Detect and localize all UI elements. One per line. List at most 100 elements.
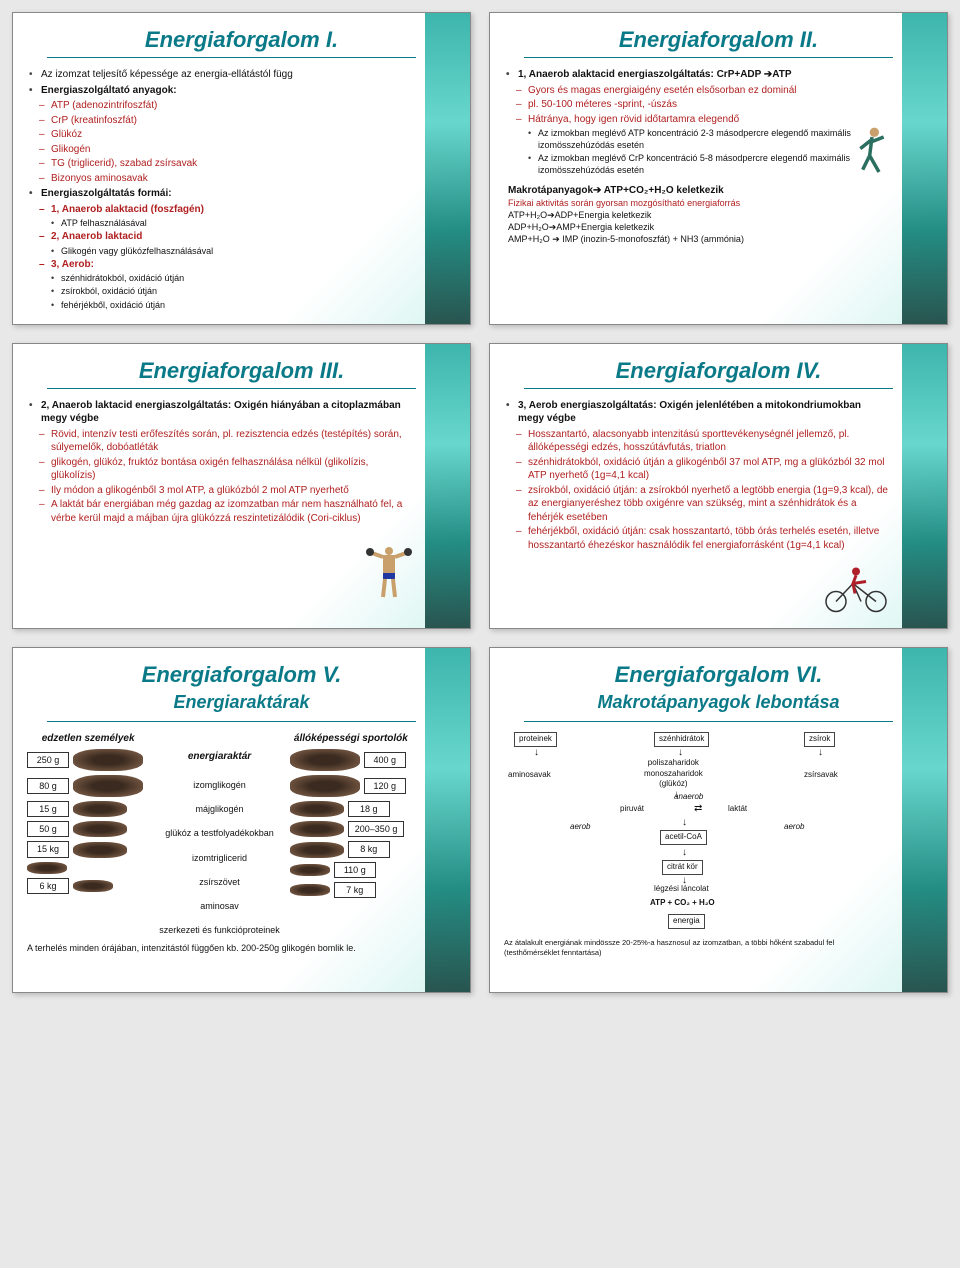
value-box: 6 kg [27,878,69,894]
value-box: 400 g [364,752,406,768]
store-row-right: 110 g [290,862,412,878]
slide-1-content: Az izomzat teljesítő képessége az energi… [27,68,456,311]
s1-p2: Energiaszolgáltató anyagok: [27,84,412,98]
store-row-right: 120 g [290,775,412,797]
n-szenhidratok: szénhidrátok [654,732,709,747]
s3-h: 2, Anaerob laktacid energiaszolgáltatás:… [27,399,412,426]
store-row-right: 200–350 g [290,821,412,837]
s1-f3a: szénhidrátokból, oxidáció útján [27,272,412,284]
value-box: 7 kg [334,882,376,898]
s4-l4: fehérjékből, oxidáció útján: csak hossza… [504,525,889,552]
store-label: májglikogén [195,803,243,815]
n-proteinek: proteinek [514,732,557,747]
blob-icon [27,862,67,874]
value-box: 50 g [27,821,69,837]
store-row-right: 400 g [290,749,412,771]
blob-icon [290,884,330,896]
slide-6: Energiaforgalom VI. Makrotápanyagok lebo… [489,647,948,993]
metabolism-diagram: proteinek szénhidrátok zsírok aminosavak… [504,732,889,932]
value-box: 110 g [334,862,376,878]
s1-p1: Az izomzat teljesítő képessége az energi… [27,68,412,82]
s1-f2a: Glikogén vagy glükózfelhasználásával [27,245,412,257]
s1-f1a: ATP felhasználásával [27,217,412,229]
s2-l3: Hátránya, hogy igen rövid időtartamra el… [504,113,889,127]
s2-mk3: ADP+H₂O➔AMP+Energia keletkezik [504,221,889,233]
store-row-left: 80 g [27,775,149,797]
s2-l2: pl. 50-100 méteres -sprint, -úszás [504,98,889,112]
slide-5-sub: Energiaraktárak [27,692,456,713]
s2-l3b: Az izmokban meglévő CrP koncentráció 5-8… [504,152,889,176]
title-divider [47,721,416,722]
value-box: 18 g [348,801,390,817]
value-box: 200–350 g [348,821,405,837]
title-divider [524,721,893,722]
n-piruvat: piruvát [620,804,644,815]
s1-f3c: fehérjékből, oxidáció útján [27,299,412,311]
blob-icon [73,880,113,892]
store-row-right: 8 kg [290,841,412,857]
s4-l1: Hosszantartó, alacsonyabb intenzitású sp… [504,428,889,455]
s2-l1: Gyors és magas energiaigény esetén elsős… [504,84,889,98]
store-row-left: 15 kg [27,841,149,857]
s1-a1: CrP (kreatinfoszfát) [27,114,412,128]
blob-icon [290,864,330,876]
col-left-h: edzetlen személyek [27,732,149,746]
blob-icon [290,801,344,817]
title-divider [47,388,416,389]
store-row-left: 250 g [27,749,149,771]
slide-4-title: Energiaforgalom IV. [504,358,933,384]
runner-icon [847,123,897,193]
blob-icon [290,775,360,797]
s1-a0: ATP (adenozintrifoszfát) [27,99,412,113]
cyclist-icon [821,561,891,616]
slide-5-title: Energiaforgalom V. [27,662,456,688]
n-aerob2: aerob [784,822,804,833]
n-laktat: laktát [728,804,747,815]
blob-icon [290,749,360,771]
s1-a5: Bizonyos aminosavak [27,172,412,186]
s1-a2: Glükóz [27,128,412,142]
s2-h: 1, Anaerob alaktacid energiaszolgáltatás… [504,68,889,82]
blob-icon [73,821,127,837]
s2-l3a: Az izmokban meglévő ATP koncentráció 2-3… [504,127,889,151]
bodybuilder-icon [364,538,414,608]
store-label: szerkezeti és funkcióproteinek [159,924,280,936]
s1-p3: Energiaszolgáltatás formái: [27,187,412,201]
title-divider [524,388,893,389]
energy-stores-diagram: edzetlen személyek 250 g 80 g 15 g 50 g 15 k… [27,732,412,936]
title-divider [524,57,893,58]
s1-f1: 1, Anaerob alaktacid (foszfagén) [27,203,412,217]
value-box: 250 g [27,752,69,768]
slide-6-caption: Az átalakult energiának mindössze 20-25%… [504,938,889,958]
store-row-left: 6 kg [27,878,149,894]
store-row-left: 15 g [27,801,149,817]
slide-2-content: 1, Anaerob alaktacid energiaszolgáltatás… [504,68,933,246]
blob-icon [73,775,143,797]
s4-l2: szénhidrátokból, oxidáció útján a glikog… [504,456,889,483]
store-label: izomglikogén [193,779,246,791]
slide-6-title: Energiaforgalom VI. [504,662,933,688]
n-zsirok: zsírok [804,732,835,747]
slide-1: Energiaforgalom I. Az izomzat teljesítő … [12,12,471,325]
slide-2: Energiaforgalom II. 1, Anaerob alaktacid… [489,12,948,325]
n-acetil: acetil-CoA [660,830,707,845]
n-atp: ATP + CO₂ + H₂O [650,898,715,909]
store-label: aminosav [200,900,239,912]
s3-l3: Ily módon a glikogénből 3 mol ATP, a glü… [27,484,412,498]
store-row-right: 18 g [290,801,412,817]
store-label: zsírszövet [199,876,240,888]
blob-icon [290,821,344,837]
blob-icon [290,842,344,858]
s2-mk2: ATP+H₂O➔ADP+Energia keletkezik [504,209,889,221]
store-row-left: 50 g [27,821,149,837]
slide-3: Energiaforgalom III. 2, Anaerob laktacid… [12,343,471,629]
s4-l3: zsírokból, oxidáció útján: a zsírokból n… [504,484,889,525]
value-box: 120 g [364,778,406,794]
slide-3-title: Energiaforgalom III. [27,358,456,384]
value-box: 15 g [27,801,69,817]
blob-icon [73,842,127,858]
col-right-h: állóképességi sportolók [290,732,412,746]
s3-l2: glikogén, glükóz, fruktóz bontása oxigén… [27,456,412,483]
slide-3-content: 2, Anaerob laktacid energiaszolgáltatás:… [27,399,456,526]
s2-mk1: Fizikai aktivitás során gyorsan mozgósít… [504,197,889,209]
